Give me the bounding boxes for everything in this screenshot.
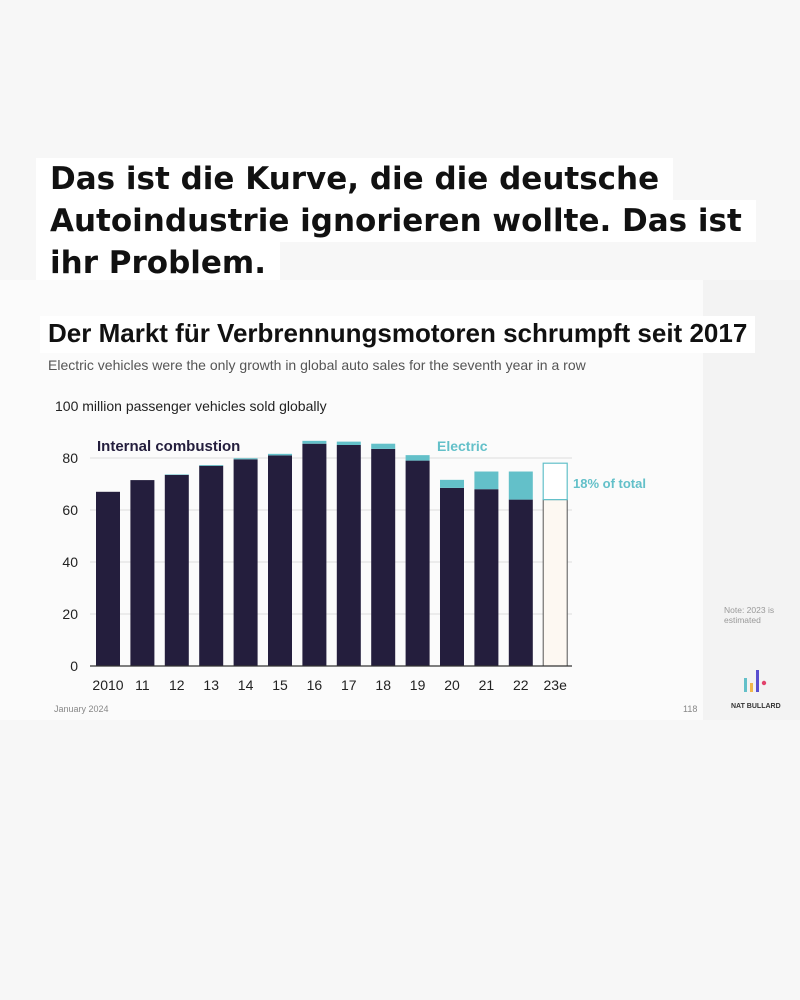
slide-side-panel <box>703 280 800 720</box>
bar-electric <box>371 443 396 449</box>
headline-line: ihr Problem. <box>36 242 281 284</box>
bar-internal-combustion <box>405 460 430 666</box>
unit-label: 100 million passenger vehicles sold glob… <box>55 398 327 414</box>
headline-line: Das ist die Kurve, die die deutsche <box>36 158 674 200</box>
bar-internal-combustion <box>233 459 258 666</box>
annotation-share: 18% of total <box>573 476 646 491</box>
bar-electric <box>199 465 224 466</box>
bar-electric <box>233 458 258 460</box>
bar-internal-combustion <box>199 465 224 666</box>
bar-internal-combustion <box>164 474 189 666</box>
y-tick-label: 60 <box>62 502 78 518</box>
bar-internal-combustion <box>542 499 568 667</box>
x-tick-label: 20 <box>444 677 460 693</box>
bar-electric <box>508 471 533 500</box>
bar-internal-combustion <box>371 448 396 666</box>
chart-title: Der Markt für Verbrennungsmotoren schrum… <box>40 316 756 353</box>
brand-name: NAT BULLARD <box>731 703 781 710</box>
x-tick-label: 13 <box>203 677 219 693</box>
page-number: 118 <box>683 704 698 714</box>
bar-electric <box>440 479 464 488</box>
x-tick-label: 17 <box>341 677 357 693</box>
x-tick-label: 11 <box>135 677 150 693</box>
x-tick-label: 21 <box>479 677 495 693</box>
x-tick-label: 19 <box>410 677 426 693</box>
x-tick-label: 12 <box>169 677 185 693</box>
bar-internal-combustion <box>130 480 155 666</box>
x-tick-label: 18 <box>375 677 391 693</box>
x-tick-label: 16 <box>307 677 323 693</box>
x-tick-label: 23e <box>544 677 568 693</box>
nat-bullard-logo-icon <box>744 670 767 692</box>
bar-electric <box>474 471 499 490</box>
headline-line: Autoindustrie ignorieren wollte. Das ist <box>36 200 756 242</box>
bar-internal-combustion <box>474 489 499 666</box>
estimate-note: Note: 2023 is estimated <box>724 605 775 625</box>
headline: Das ist die Kurve, die die deutsche Auto… <box>36 158 756 284</box>
chart-subtitle: Electric vehicles were the only growth i… <box>48 357 586 373</box>
footer-date: January 2024 <box>54 704 109 714</box>
y-tick-label: 0 <box>70 658 78 674</box>
x-tick-label: 22 <box>513 677 529 693</box>
x-tick-label: 15 <box>272 677 288 693</box>
bar-electric <box>336 441 361 445</box>
y-tick-label: 40 <box>62 554 78 570</box>
series-label-internal-combustion: Internal combustion <box>97 438 240 455</box>
stacked-bar-chart: 0 20 40 60 80 2010 11 12 13 14 15 16 17 18 19 20 21 22 23e… <box>62 438 646 693</box>
bar-internal-combustion <box>440 487 464 666</box>
bar-internal-combustion <box>96 491 120 666</box>
x-tick-label: 14 <box>238 677 254 693</box>
bar-electric <box>164 474 189 475</box>
bar-electric <box>268 453 292 456</box>
y-tick-label: 80 <box>62 450 78 466</box>
bar-electric <box>542 462 568 501</box>
bar-electric <box>302 440 327 444</box>
bar-internal-combustion <box>302 443 327 666</box>
series-label-electric: Electric <box>437 438 488 454</box>
bar-internal-combustion <box>336 445 361 666</box>
y-tick-label: 20 <box>62 606 78 622</box>
bar-internal-combustion <box>508 499 533 666</box>
bar-internal-combustion <box>268 455 292 666</box>
bar-electric <box>405 455 430 461</box>
x-tick-label: 2010 <box>92 677 123 693</box>
